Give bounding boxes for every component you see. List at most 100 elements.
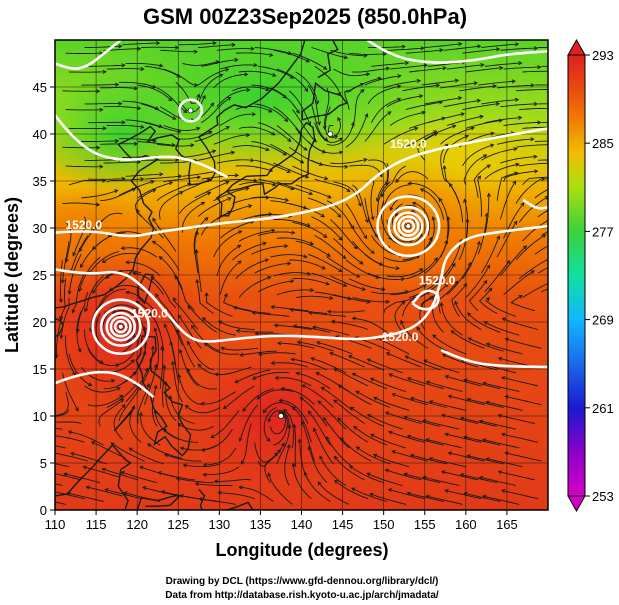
streamline-arrowhead (310, 357, 315, 362)
streamline-arrowhead (378, 173, 383, 178)
streamline (151, 385, 158, 427)
colorbar-bottom-arrow (567, 495, 586, 513)
streamline-arrowhead (500, 432, 506, 437)
streamline (185, 405, 221, 414)
streamline (254, 442, 278, 463)
streamline (421, 283, 449, 311)
streamline (233, 306, 271, 314)
streamline (426, 381, 463, 393)
streamline-arrowhead (363, 234, 368, 240)
streamline (324, 87, 330, 130)
colorbar-tick-label: 293 (592, 48, 614, 63)
streamline (121, 247, 158, 258)
streamline (371, 62, 409, 67)
streamline-arrowhead (214, 372, 219, 377)
contour-label: 1520.0 (65, 218, 102, 232)
streamline-arrowhead (403, 472, 408, 477)
streamline (70, 235, 89, 273)
streamline (242, 388, 274, 412)
streamline (55, 463, 70, 468)
streamline (481, 43, 519, 48)
streamline-arrowhead (136, 208, 140, 213)
streamline (330, 158, 367, 165)
streamline (438, 281, 459, 314)
streamline-arrowhead (495, 47, 501, 52)
coastline-segment (198, 488, 206, 510)
streamline-arrowhead (277, 341, 282, 346)
streamline-arrowhead (326, 252, 331, 257)
streamline (221, 347, 259, 351)
streamline (371, 290, 409, 295)
streamline-arrowhead (202, 472, 207, 477)
streamline-arrowhead (511, 79, 516, 84)
streamline-arrowhead (168, 395, 173, 400)
streamline (304, 472, 331, 502)
streamline-arrowhead (444, 283, 449, 288)
streamline (172, 361, 183, 403)
streamline (465, 119, 503, 129)
streamline-arrowhead (343, 55, 349, 60)
streamline-arrowhead (403, 415, 408, 420)
streamline (367, 414, 403, 430)
streamline (197, 44, 235, 48)
streamline (351, 487, 388, 502)
streamline-arrowhead (556, 126, 559, 129)
streamline (465, 67, 503, 73)
streamline (199, 498, 236, 505)
streamline-arrowhead (381, 287, 386, 292)
streamline (187, 305, 218, 333)
streamline-arrowhead (197, 363, 202, 368)
streamline-arrowhead (414, 126, 419, 131)
wind-streamlines (55, 41, 559, 505)
streamline (276, 181, 313, 195)
streamline (432, 334, 466, 355)
streamline (405, 355, 441, 371)
streamline-arrowhead (407, 376, 412, 381)
streamline (263, 407, 278, 442)
streamline-arrowhead (222, 405, 228, 410)
streamline-arrowhead (276, 448, 281, 454)
streamline-arrowhead (384, 468, 390, 473)
streamline (257, 231, 295, 236)
streamline (460, 473, 498, 484)
streamline-arrowhead (67, 430, 73, 435)
streamline-arrowhead (351, 372, 357, 377)
streamline (239, 126, 276, 136)
streamline (144, 122, 181, 133)
contour-label: 1520.0 (131, 306, 168, 320)
streamline (257, 122, 292, 142)
streamline-arrowhead (326, 309, 332, 314)
streamline-arrowhead (290, 279, 295, 284)
streamline-arrowhead (172, 296, 177, 302)
streamline (451, 330, 485, 349)
streamline (308, 446, 328, 484)
streamline-arrowhead (488, 287, 493, 292)
streamline (219, 260, 242, 295)
streamline-arrowhead (266, 437, 271, 442)
streamline-arrowhead (447, 451, 453, 456)
streamline-arrowhead (280, 442, 285, 447)
streamline (333, 399, 366, 424)
streamline-arrowhead (344, 164, 349, 169)
streamline-arrowhead (483, 154, 488, 159)
streamline (356, 446, 391, 465)
streamline (427, 263, 456, 293)
colorbar-tick-label: 277 (592, 224, 614, 239)
streamline (313, 428, 334, 465)
streamline (251, 245, 288, 255)
streamline (407, 377, 444, 390)
x-axis-ticks: 110 115 120 125 130 135 140 145 150 155 160 165 (45, 510, 518, 532)
streamline (394, 301, 407, 336)
streamline (173, 297, 199, 330)
streamline-arrowhead (420, 46, 425, 51)
streamline (421, 79, 459, 86)
streamline-arrowhead (158, 255, 163, 260)
streamline (159, 346, 164, 389)
streamline-arrowhead (256, 395, 261, 400)
streamline-arrowhead (121, 120, 126, 125)
typhoon-west-center (117, 323, 124, 330)
streamline (220, 64, 257, 70)
streamline-arrowhead (497, 413, 503, 418)
height-contour (55, 224, 548, 343)
streamline (55, 501, 66, 505)
